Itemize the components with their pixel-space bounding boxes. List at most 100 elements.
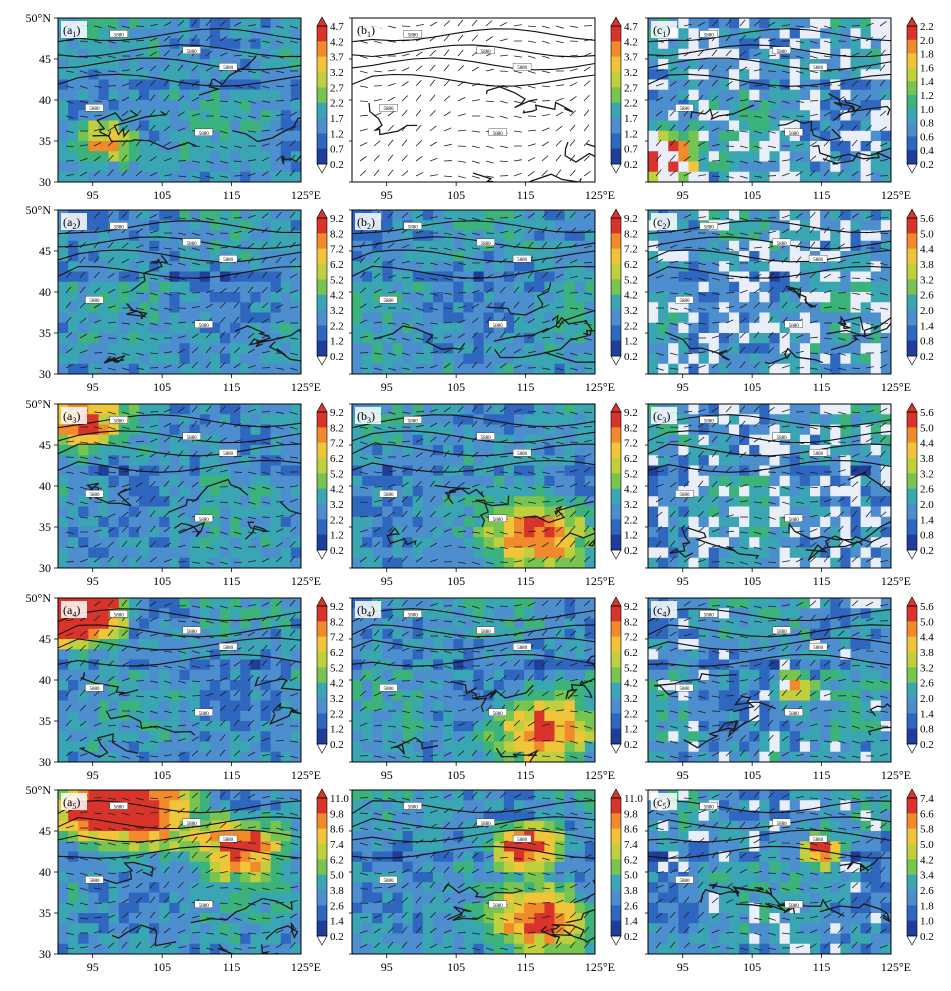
- map-boundaries: [442, 879, 595, 944]
- colorbar-tick-label: 0.2: [624, 739, 638, 751]
- contour-label-box: [403, 416, 422, 424]
- colorbar-top-arrow: [610, 402, 622, 413]
- panel-c4: 5880 5880 5880 5880 5880 (c4) 95 105 115 125°E 5.6…: [645, 596, 934, 782]
- colorbar-tick-label: 3.4: [920, 870, 934, 882]
- panel-label: (a5): [63, 795, 80, 811]
- colorbar-swatch: [317, 859, 327, 875]
- height-contours: [352, 608, 595, 667]
- colorbar-tick-label: 2.2: [330, 98, 344, 110]
- contour-label-box: [218, 63, 238, 71]
- height-contours: [58, 414, 301, 473]
- contour-label-box: [218, 835, 238, 843]
- height-contours: [352, 800, 595, 859]
- colorbar-tick-label: 6.2: [330, 647, 344, 659]
- contour-label-box: [109, 30, 128, 38]
- panel-c1: 5880 5880 5880 5880 5880 (c1) 95 105 115 125°E 2.2…: [645, 16, 934, 202]
- colorbar-top-arrow: [906, 596, 918, 607]
- colorbar-tick-label: 6.2: [624, 259, 638, 271]
- colorbar-top-arrow: [610, 208, 622, 219]
- x-tick-label: 105: [153, 960, 171, 974]
- contour-label: 5880: [813, 258, 824, 263]
- contour-label: 5880: [383, 493, 394, 498]
- contour-label: 5880: [114, 419, 125, 424]
- contour-label: 5880: [517, 258, 528, 263]
- colorbar-swatch: [907, 458, 917, 474]
- colorbar-swatch: [317, 488, 327, 505]
- contour-label-box: [85, 103, 104, 112]
- colorbar-tick-label: 4.4: [920, 438, 934, 450]
- x-tick-label: 95: [677, 960, 689, 974]
- height-contours: [648, 220, 891, 279]
- colorbar-swatch: [907, 636, 917, 653]
- colorbar-tick-label: 2.2: [330, 708, 344, 720]
- x-tick-label: 105: [743, 960, 761, 974]
- colorbar-swatch: [611, 606, 621, 622]
- colorbar-swatch: [317, 698, 327, 714]
- x-tick-label: 115: [223, 188, 241, 202]
- colorbar-swatch: [317, 606, 327, 622]
- contour-label: 5880: [199, 904, 210, 909]
- colorbar-swatch: [317, 26, 327, 42]
- colorbar-swatch: [611, 427, 621, 443]
- contour-label: 5880: [408, 33, 419, 38]
- colorbar-top-arrow: [316, 788, 328, 799]
- colorbar-tick-label: 8.2: [330, 616, 344, 628]
- panel-a3: 5880 5880 5880 5880 5880 (a3) 50°N 45 40 35 30 95 10…: [26, 397, 344, 588]
- x-tick-label: 115: [223, 960, 241, 974]
- wind-vectors: [655, 405, 888, 565]
- x-tick-label: 105: [743, 768, 761, 782]
- contour-label-box: [808, 643, 828, 651]
- contour-label: 5880: [777, 242, 788, 247]
- x-end-label: 125°E: [881, 380, 911, 394]
- panel-label: (b4): [357, 603, 375, 619]
- x-tick-label: 105: [153, 768, 171, 782]
- colorbar-swatch: [317, 442, 327, 459]
- colorbar: 5.6 5.0 4.4 3.8 3.2 2.6 2.0 1.4 0.8 0.2: [906, 596, 934, 754]
- contour-label: 5880: [789, 518, 800, 523]
- panel-label-box: [61, 601, 87, 618]
- y-tick-label: 35: [39, 134, 51, 148]
- height-contours: [352, 414, 595, 473]
- y-tick-label: 40: [39, 865, 51, 879]
- colorbar-swatch: [907, 95, 917, 110]
- colorbar-tick-label: 0.8: [920, 336, 934, 348]
- contour-label-box: [379, 296, 398, 304]
- colorbar-bottom-arrow: [316, 743, 328, 754]
- colorbar: 11.0 9.8 8.6 7.4 6.2 5.0 3.8 2.6 1.4 0.2: [316, 788, 349, 946]
- y-tick-label: 45: [39, 824, 51, 838]
- colorbar-tick-label: 3.2: [330, 693, 344, 705]
- contour-label-box: [194, 708, 214, 716]
- contour-label: 5880: [679, 299, 690, 304]
- colorbar: 4.7 4.2 3.7 3.2 2.7 2.2 1.7 1.2 0.7 0.2: [316, 16, 344, 174]
- map-boundaries: [85, 478, 301, 540]
- colorbar: 9.2 8.2 7.2 6.2 5.2 4.2 3.2 2.2 1.2 0.2: [316, 596, 344, 754]
- colorbar-swatch: [907, 150, 917, 165]
- height-contours: [58, 28, 301, 87]
- x-tick-label: 95: [381, 380, 393, 394]
- x-tick-label: 95: [677, 768, 689, 782]
- colorbar-top-arrow: [906, 402, 918, 413]
- colorbar-swatch: [611, 102, 621, 119]
- contour-label: 5880: [777, 50, 788, 55]
- panel-label: (b1): [357, 23, 375, 39]
- colorbar-tick-label: 8.2: [624, 228, 638, 240]
- x-tick-label: 95: [87, 960, 99, 974]
- contour-label-box: [512, 63, 532, 71]
- colorbar-swatch: [317, 340, 327, 357]
- contour-label-box: [182, 238, 201, 247]
- contour-label-box: [182, 626, 201, 634]
- contour-label-box: [784, 128, 803, 137]
- colorbar-swatch: [611, 798, 621, 814]
- colorbar-swatch: [611, 828, 621, 845]
- contour-label: 5880: [777, 822, 788, 827]
- colorbar-swatch: [317, 412, 327, 428]
- contour-label: 5880: [187, 822, 198, 827]
- colorbar-swatch: [317, 890, 327, 906]
- colorbar-tick-label: 5.0: [330, 870, 344, 882]
- colorbar-swatch: [611, 519, 621, 535]
- colorbar-tick-label: 5.6: [920, 407, 934, 419]
- contour-label: 5880: [704, 33, 715, 38]
- colorbar-tick-label: 5.0: [920, 228, 934, 240]
- colorbar-top-arrow: [316, 16, 328, 27]
- contour-label: 5880: [789, 712, 800, 717]
